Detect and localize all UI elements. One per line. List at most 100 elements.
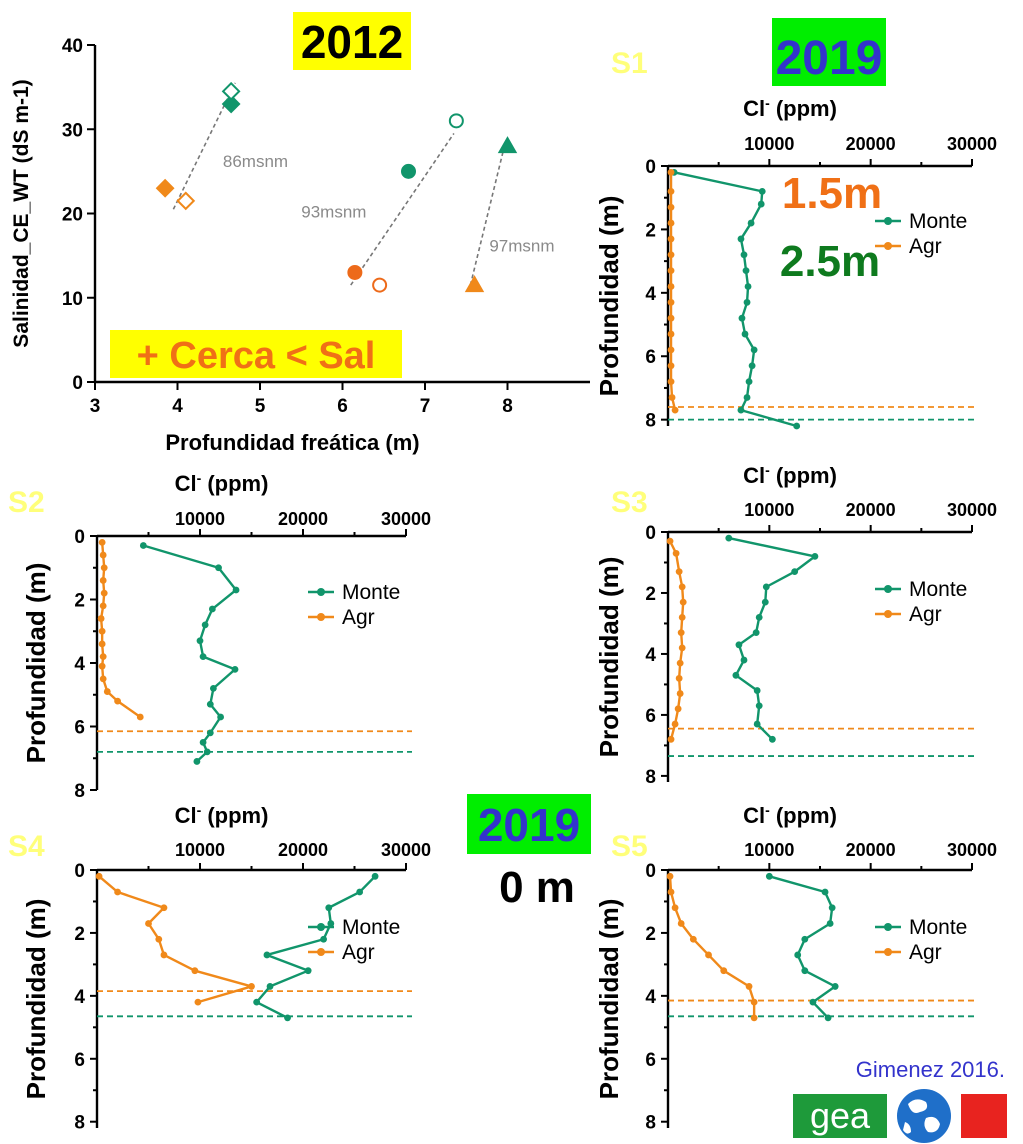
profile-panel-s2: 10000 20000 30000 Cl- (ppm) 0 2 4 6 8 Profundidad… — [21, 470, 431, 802]
x-tick-label: 5 — [255, 396, 266, 417]
s4-series-line-agr — [98, 875, 253, 1004]
trend-line — [172, 82, 236, 210]
s5-legend-label: Agr — [909, 941, 942, 964]
s4-data-point-monte — [284, 1014, 291, 1022]
scatter-point-triangle — [464, 275, 485, 293]
s1-data-point-agr — [667, 203, 675, 211]
s1-data-point-monte — [743, 298, 751, 306]
s2-y-tick-label: 0 — [74, 527, 85, 548]
s3-data-point-agr — [676, 690, 684, 697]
s4-x-tick-label: 30000 — [381, 840, 431, 860]
s5-data-point-agr — [689, 935, 697, 943]
panel-id-s2: S2 — [8, 486, 45, 519]
s4-data-point-monte — [356, 888, 364, 896]
s4-data-point-monte — [320, 935, 327, 943]
logo-text: gea — [810, 1095, 871, 1136]
s4-y-axis-title: Profundidad (m) — [21, 899, 51, 1100]
s5-data-point-agr — [666, 872, 674, 880]
s3-legend-label: Agr — [909, 603, 942, 626]
depth-2-5m-label: 2.5m — [780, 237, 880, 286]
s3-data-point-agr — [678, 613, 686, 621]
s1-series-line-monte — [673, 171, 798, 428]
s3-legend-label: Monte — [909, 578, 967, 601]
panel-id-s1: S1 — [611, 47, 648, 80]
s3-data-point-monte — [762, 583, 770, 591]
scatter-point-circle — [401, 163, 416, 179]
s3-legend-swatch-dot — [884, 585, 892, 593]
s2-data-point-monte — [215, 564, 222, 572]
s2-legend-swatch-dot — [317, 613, 325, 621]
s5-y-tick-label: 8 — [645, 1113, 656, 1134]
s5-x-tick-label: 10000 — [744, 840, 794, 860]
s5-data-point-monte — [801, 967, 809, 975]
s5-data-point-monte — [828, 904, 836, 912]
s4-data-point-agr — [155, 935, 163, 943]
s5-y-tick-label: 0 — [645, 861, 656, 882]
s1-data-point-agr — [667, 314, 675, 322]
s2-legend-label: Agr — [342, 606, 375, 629]
scatter-point-diamond — [176, 191, 196, 211]
s3-data-point-agr — [675, 674, 683, 682]
s3-y-axis-title: Profundidad (m) — [594, 557, 624, 758]
s1-data-point-agr — [667, 346, 675, 354]
s3-data-point-monte — [753, 720, 761, 728]
s1-y-tick-label: 2 — [645, 220, 656, 241]
profile-panel-s1: 10000 20000 30000 Cl- (ppm) 0 2 4 6 8 Profundidad… — [594, 95, 997, 432]
s3-y-tick-label: 0 — [645, 523, 656, 544]
s3-data-point-agr — [679, 598, 687, 606]
s2-data-point-monte — [201, 621, 209, 629]
s5-data-point-monte — [765, 872, 773, 880]
s2-data-point-monte — [199, 653, 207, 661]
s4-data-point-agr — [95, 872, 103, 880]
s2-data-point-monte — [231, 665, 239, 673]
x-axis-title: Profundidad freática (m) — [165, 430, 419, 455]
x-tick-label: 3 — [90, 396, 101, 417]
s3-data-point-monte — [740, 656, 748, 664]
s1-data-point-monte — [757, 200, 765, 208]
s3-data-point-monte — [735, 641, 743, 649]
credit-text: Gimenez 2016. — [856, 1057, 1005, 1082]
s2-data-point-monte — [206, 700, 214, 708]
panel-id-s5: S5 — [611, 830, 648, 863]
s5-y-tick-label: 4 — [645, 987, 656, 1008]
s1-legend-swatch-dot — [884, 242, 892, 250]
trend-line — [469, 150, 505, 286]
s5-data-point-monte — [826, 920, 834, 927]
s3-data-point-agr — [667, 735, 675, 743]
s1-data-point-agr — [671, 406, 679, 414]
s4-data-point-monte — [253, 998, 261, 1006]
elevation-annotation: 93msnm — [301, 203, 366, 222]
s4-data-point-monte — [325, 904, 333, 912]
s5-series-line-agr — [668, 876, 756, 1018]
s2-data-point-agr — [99, 577, 107, 584]
scatter-point-triangle — [497, 136, 518, 154]
s1-y-tick-label: 6 — [645, 347, 656, 368]
gea-logo: gea — [793, 1089, 1007, 1143]
y-tick-label: 0 — [72, 373, 83, 394]
s2-data-point-monte — [199, 738, 207, 746]
scatter-point-diamond — [221, 94, 241, 114]
s5-x-axis-title: Cl- (ppm) — [743, 802, 837, 828]
s4-y-tick-label: 2 — [74, 924, 85, 945]
s5-data-point-monte — [801, 935, 809, 943]
s2-data-point-agr — [103, 688, 111, 695]
s2-legend-swatch-dot — [317, 588, 325, 596]
s3-data-point-monte — [752, 629, 760, 637]
s4-legend-label: Agr — [342, 941, 375, 964]
s5-y-tick-label: 2 — [645, 924, 656, 945]
s5-data-point-agr — [671, 904, 679, 912]
s2-y-axis-title: Profundidad (m) — [21, 563, 51, 764]
depth-1-5m-label: 1.5m — [782, 169, 882, 218]
scatter-point-diamond — [155, 178, 175, 198]
s3-x-tick-label: 30000 — [947, 500, 997, 520]
s1-data-point-monte — [747, 219, 755, 227]
s1-y-tick-label: 4 — [645, 284, 656, 305]
s2-data-point-agr — [98, 662, 106, 670]
s1-data-point-monte — [748, 362, 756, 370]
s5-y-axis-title: Profundidad (m) — [594, 899, 624, 1100]
s4-y-tick-label: 6 — [74, 1050, 85, 1071]
cerca-sal-highlight — [110, 330, 402, 378]
s4-y-tick-label: 4 — [74, 987, 85, 1008]
year-2019-mid-label: 2019 — [478, 799, 580, 851]
